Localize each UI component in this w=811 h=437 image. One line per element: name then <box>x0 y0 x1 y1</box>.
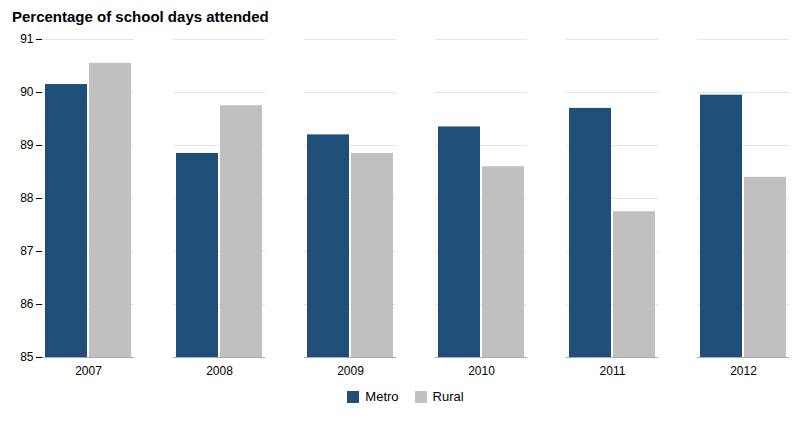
html-text:Metro: Metro <box>365 389 399 404</box>
svg-text:2009: 2009 <box>337 364 364 378</box>
html-text:Rural: Rural <box>432 389 464 404</box>
svg-text:2008: 2008 <box>206 364 233 378</box>
svg-text:87: 87 <box>20 244 34 258</box>
svg-text:89: 89 <box>20 138 34 152</box>
svg-text:90: 90 <box>20 85 34 99</box>
svg-text:88: 88 <box>20 191 34 205</box>
svg-text:85: 85 <box>20 350 34 364</box>
svg-text:2007: 2007 <box>75 364 102 378</box>
svg-text:2011: 2011 <box>600 364 626 378</box>
svg-text:91: 91 <box>20 32 34 46</box>
html-text:Percentage of school days atte: Percentage of school days attended <box>12 8 269 25</box>
svg-text:2012: 2012 <box>730 364 757 378</box>
svg-text:2010: 2010 <box>468 364 495 378</box>
svg-text:86: 86 <box>20 297 34 311</box>
